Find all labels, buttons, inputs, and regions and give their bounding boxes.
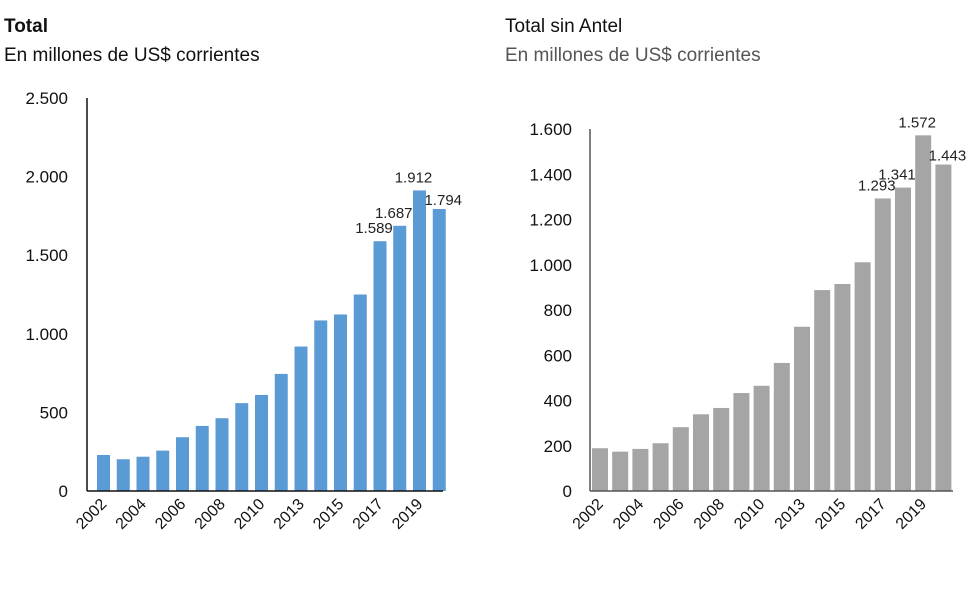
chart2-bar-2009 bbox=[733, 393, 750, 491]
chart1-bar-2017 bbox=[373, 241, 387, 491]
chart2-x-tick-label: 2002 bbox=[570, 496, 607, 533]
chart1-y-tick-label: 2.500 bbox=[25, 89, 68, 108]
chart2-x-tick-label: 2013 bbox=[772, 496, 809, 533]
chart2-data-label: 1.293 bbox=[858, 177, 896, 194]
chart2-y-tick-label: 1.600 bbox=[529, 120, 572, 139]
chart1-bar-2002 bbox=[97, 455, 110, 491]
chart2-y-tick-label: 400 bbox=[544, 392, 572, 411]
chart2-bar-2019 bbox=[915, 135, 932, 491]
chart1-y-tick-label: 500 bbox=[40, 403, 68, 422]
chart1-y-tick-label: 1.500 bbox=[25, 246, 68, 265]
chart2-bar-2018 bbox=[895, 187, 911, 491]
chart1-x-tick-label: 2010 bbox=[231, 496, 268, 533]
chart1-data-label: 1.794 bbox=[424, 192, 462, 209]
chart1-x-tick-label: 2004 bbox=[113, 496, 150, 533]
chart1-bar-2003 bbox=[116, 459, 130, 491]
chart2-bar-2006 bbox=[672, 427, 689, 491]
chart1-bar-2010 bbox=[255, 394, 268, 491]
chart1-bar-2006 bbox=[176, 437, 189, 491]
chart1-data-label: 1.687 bbox=[375, 205, 413, 222]
chart2-x-tick-label: 2015 bbox=[812, 496, 849, 533]
chart1-bar-2014 bbox=[314, 320, 328, 491]
chart2-y-tick-label: 1.000 bbox=[529, 256, 572, 275]
chart2-data-label: 1.341 bbox=[878, 167, 916, 184]
chart2-x-tick-label: 2006 bbox=[650, 496, 687, 533]
chart2-subtitle: En millones de US$ corrientes bbox=[505, 45, 761, 66]
chart2-x-tick-label: 2004 bbox=[610, 496, 647, 533]
chart1-bar-2007 bbox=[195, 425, 209, 491]
chart2-y-tick-label: 800 bbox=[544, 301, 572, 320]
chart2-bar-2014 bbox=[814, 290, 831, 491]
chart2-bar-2005 bbox=[652, 443, 669, 491]
chart1-x-tick-label: 2019 bbox=[389, 496, 426, 533]
chart2-bar-2003 bbox=[612, 451, 629, 491]
chart1-bar-2012 bbox=[274, 373, 288, 491]
chart1-x-tick-label: 2017 bbox=[350, 496, 387, 533]
chart2-data-label: 1.572 bbox=[898, 114, 936, 131]
chart1-bar-2005 bbox=[156, 450, 170, 491]
chart1-data-label: 1.912 bbox=[395, 169, 433, 186]
chart2-bar-2010 bbox=[753, 385, 770, 491]
chart1-bar-2019 bbox=[413, 190, 426, 491]
chart1-y-tick-label: 0 bbox=[59, 482, 68, 501]
chart2-bar-2012 bbox=[773, 362, 790, 491]
chart1-bar-2004 bbox=[136, 456, 150, 491]
chart2-x-tick-label: 2017 bbox=[852, 496, 889, 533]
chart1-data-label: 1.589 bbox=[355, 220, 393, 237]
chart1-x-tick-label: 2002 bbox=[73, 496, 110, 533]
chart2-bar-2020 bbox=[935, 164, 952, 492]
chart2-bar-2013 bbox=[794, 326, 810, 491]
chart1-bar-2016 bbox=[353, 294, 367, 491]
chart1-bar-2008 bbox=[215, 418, 229, 491]
chart2-y-tick-label: 1.400 bbox=[529, 165, 572, 184]
chart2-bar-2002 bbox=[592, 448, 608, 491]
chart2-x-tick-label: 2019 bbox=[893, 496, 930, 533]
chart1-y-tick-label: 2.000 bbox=[25, 168, 68, 187]
chart1-y-tick-label: 1.000 bbox=[25, 325, 68, 344]
chart1-x-tick-label: 2015 bbox=[310, 496, 347, 533]
chart1-title: Total bbox=[4, 16, 48, 37]
chart1-bar-2018 bbox=[393, 225, 407, 492]
chart2-bar-2004 bbox=[632, 448, 649, 491]
chart2-data-label: 1.443 bbox=[929, 148, 967, 165]
chart2-x-tick-label: 2010 bbox=[731, 496, 768, 533]
chart2-title: Total sin Antel bbox=[505, 16, 623, 37]
chart2-bar-2017 bbox=[874, 198, 891, 492]
chart2-bar-2016 bbox=[854, 262, 871, 491]
chart1-bar-2009 bbox=[235, 403, 249, 491]
chart2-y-tick-label: 1.200 bbox=[529, 211, 572, 230]
chart1-bar-2015 bbox=[334, 314, 347, 491]
chart1-x-tick-label: 2008 bbox=[192, 496, 229, 533]
chart1-subtitle: En millones de US$ corrientes bbox=[4, 45, 260, 66]
chart1-x-tick-label: 2013 bbox=[271, 496, 308, 533]
chart2-y-tick-label: 200 bbox=[544, 437, 572, 456]
chart2-y-tick-label: 600 bbox=[544, 346, 572, 365]
chart2-bar-2015 bbox=[834, 283, 851, 491]
chart1-bar-2020 bbox=[432, 208, 446, 491]
chart1-bar-2013 bbox=[294, 346, 308, 491]
chart1-x-tick-label: 2006 bbox=[152, 496, 189, 533]
chart2-bar-2008 bbox=[713, 407, 730, 491]
chart2-x-tick-label: 2008 bbox=[691, 496, 728, 533]
chart2-y-tick-label: 0 bbox=[563, 482, 572, 501]
chart2-bar-2007 bbox=[693, 414, 709, 491]
